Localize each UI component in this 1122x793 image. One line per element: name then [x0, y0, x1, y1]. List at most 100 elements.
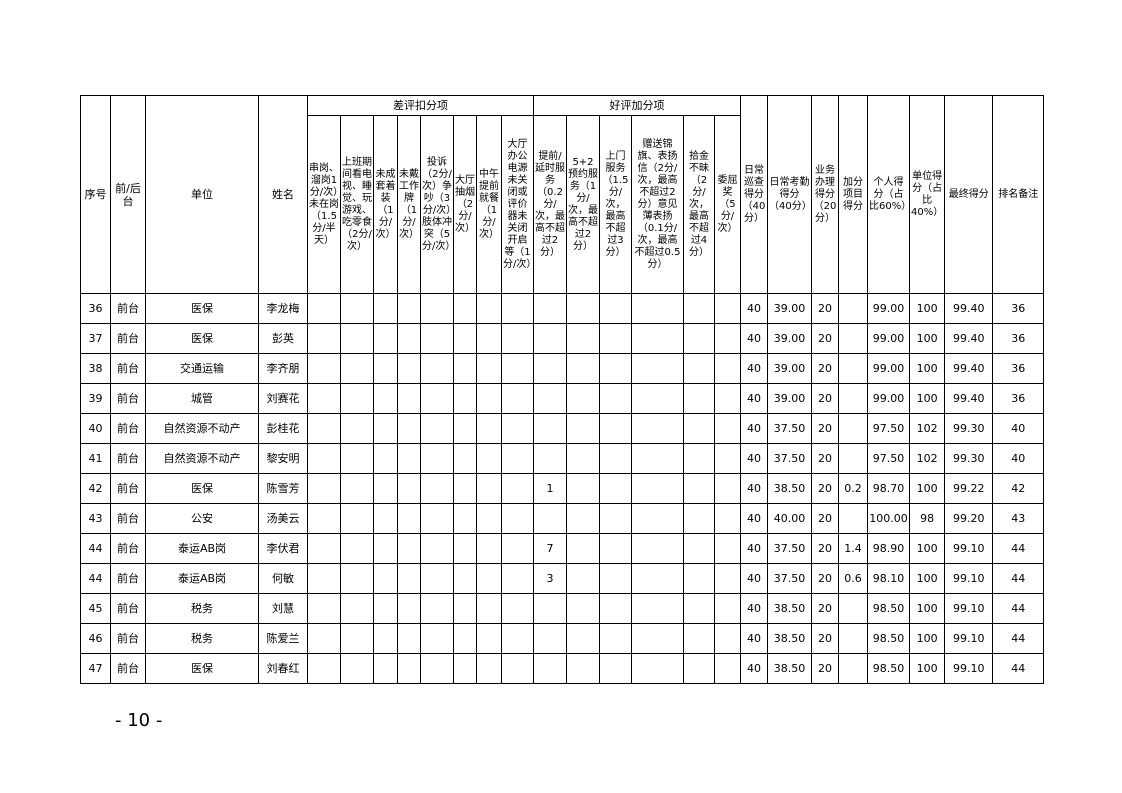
- cell-deduct: [340, 413, 374, 444]
- cell-bonus: [683, 473, 715, 504]
- table-row: 38 前台 交通运输 李齐朋 40 39.00 20 99.00 100 99.40 36: [80, 353, 1045, 384]
- cell-deduct: [397, 533, 421, 564]
- cell-score: [838, 443, 868, 474]
- cell-score: 39.00: [767, 293, 812, 324]
- cell-bonus: [566, 413, 600, 444]
- cell-deduct: [340, 623, 374, 654]
- cell-deduct: [397, 353, 421, 384]
- cell-deduct: [476, 593, 502, 624]
- cell-bonus: [566, 353, 600, 384]
- cell-deduct: [307, 383, 341, 414]
- cell-score: 100: [908, 473, 946, 504]
- cell-score: 37.50: [767, 413, 812, 444]
- cell-front-back: 前台: [110, 353, 146, 384]
- cell-name: 刘慧: [258, 593, 308, 624]
- cell-score: 40: [740, 413, 768, 444]
- cell-score: [838, 383, 868, 414]
- cell-score: 40: [740, 443, 768, 474]
- cell-deduct: [397, 593, 421, 624]
- cell-score: 40: [740, 653, 768, 684]
- cell-deduct: [420, 473, 454, 504]
- cell-score: [838, 503, 868, 534]
- cell-score: [838, 293, 868, 324]
- cell-deduct: [397, 503, 421, 534]
- cell-deduct: [307, 323, 341, 354]
- cell-score: [838, 413, 868, 444]
- cell-score: 39.00: [767, 383, 812, 414]
- header-unit-score: 单位得分（占比40%）: [908, 95, 946, 294]
- cell-unit: 自然资源不动产: [145, 443, 259, 474]
- cell-seq: 39: [80, 383, 111, 414]
- cell-seq: 46: [80, 623, 111, 654]
- cell-deduct: [501, 653, 534, 684]
- cell-deduct: [307, 293, 341, 324]
- cell-seq: 45: [80, 593, 111, 624]
- cell-seq: 38: [80, 353, 111, 384]
- cell-bonus: [714, 353, 741, 384]
- cell-score: 98.10: [867, 563, 910, 594]
- cell-seq: 42: [80, 473, 111, 504]
- cell-deduct: [373, 443, 398, 474]
- cell-unit: 医保: [145, 323, 259, 354]
- cell-bonus: [599, 413, 632, 444]
- cell-deduct: [307, 473, 341, 504]
- header-deduct-1: 上班期间看电视、睡觉、玩游戏、吃零食（2分/次）: [340, 115, 374, 294]
- cell-deduct: [373, 533, 398, 564]
- cell-bonus: [631, 593, 684, 624]
- header-name: 姓名: [258, 95, 308, 294]
- cell-deduct: [397, 383, 421, 414]
- cell-deduct: [501, 323, 534, 354]
- cell-deduct: [307, 653, 341, 684]
- cell-score: 38.50: [767, 623, 812, 654]
- cell-unit: 医保: [145, 473, 259, 504]
- cell-score: 0.6: [838, 563, 868, 594]
- cell-front-back: 前台: [110, 653, 146, 684]
- cell-deduct: [340, 383, 374, 414]
- table-row: 36 前台 医保 李龙梅 40 39.00 20 99.00 100 99.40 36: [80, 293, 1045, 324]
- header-business: 业务办理得分（20分）: [811, 95, 839, 294]
- table-row: 47 前台 医保 刘春红 40 38.50 20 98.50 100 99.10 44: [80, 653, 1045, 684]
- header-final: 最终得分: [944, 95, 994, 294]
- cell-deduct: [397, 443, 421, 474]
- cell-deduct: [420, 323, 454, 354]
- cell-deduct: [420, 563, 454, 594]
- cell-score: 20: [811, 533, 839, 564]
- cell-deduct: [420, 443, 454, 474]
- table-row: 44 前台 泰运AB岗 何敏 3 40 37.50 20 0.6 98.10 100 99.10 44: [80, 563, 1045, 594]
- table-row: 39 前台 城管 刘赛花 40 39.00 20 99.00 100 99.40 36: [80, 383, 1045, 414]
- cell-score: 100: [908, 323, 946, 354]
- cell-bonus: [599, 443, 632, 474]
- cell-deduct: [501, 533, 534, 564]
- cell-deduct: [476, 623, 502, 654]
- cell-bonus: [683, 353, 715, 384]
- cell-bonus: [631, 653, 684, 684]
- cell-score: 44: [992, 623, 1045, 654]
- cell-deduct: [453, 563, 477, 594]
- header-bonus-5: 委屈奖（5分/次）: [714, 115, 741, 294]
- header-bonus-group: 好评加分项: [533, 95, 741, 116]
- cell-deduct: [373, 323, 398, 354]
- cell-seq: 40: [80, 413, 111, 444]
- table-row: 45 前台 税务 刘慧 40 38.50 20 98.50 100 99.10 44: [80, 593, 1045, 624]
- cell-bonus: [599, 293, 632, 324]
- cell-deduct: [453, 353, 477, 384]
- cell-deduct: [476, 563, 502, 594]
- cell-unit: 交通运输: [145, 353, 259, 384]
- cell-name: 陈雪芳: [258, 473, 308, 504]
- cell-deduct: [307, 533, 341, 564]
- cell-deduct: [420, 653, 454, 684]
- cell-deduct: [307, 503, 341, 534]
- table-row: 46 前台 税务 陈爱兰 40 38.50 20 98.50 100 99.10 44: [80, 623, 1045, 654]
- cell-deduct: [453, 623, 477, 654]
- cell-deduct: [373, 503, 398, 534]
- cell-bonus: [683, 443, 715, 474]
- cell-score: 37.50: [767, 563, 812, 594]
- table-row: 40 前台 自然资源不动产 彭桂花 40 37.50 20 97.50 102 99.30 40: [80, 413, 1045, 444]
- cell-deduct: [420, 593, 454, 624]
- cell-score: 40: [740, 623, 768, 654]
- cell-deduct: [476, 653, 502, 684]
- cell-deduct: [373, 623, 398, 654]
- cell-bonus: [599, 353, 632, 384]
- table-row: 42 前台 医保 陈雪芳 1 40 38.50 20 0.2 98.70 100 99.22 42: [80, 473, 1045, 504]
- header-rank: 排名备注: [992, 95, 1045, 294]
